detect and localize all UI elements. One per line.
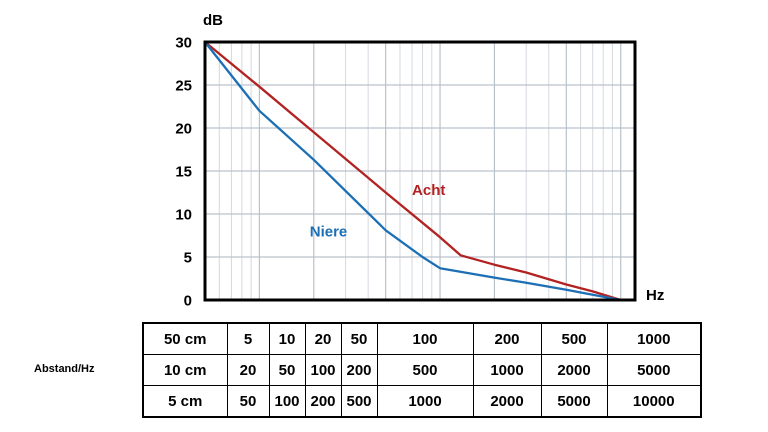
y-tick-label: 20 xyxy=(175,121,192,138)
plot-border xyxy=(203,40,637,302)
proximity-effect-chart: 0 5 10 15 20 25 30 Acht Niere xyxy=(175,35,637,310)
table-row: 5 cm 50 100 200 500 1000 2000 5000 10000 xyxy=(142,385,702,418)
y-tick-label: 0 xyxy=(184,293,192,310)
frequency-cell: 200 xyxy=(304,385,342,418)
series-label-niere: Niere xyxy=(310,223,348,240)
y-tick-label: 5 xyxy=(184,250,192,267)
frequency-cell: 5000 xyxy=(540,385,608,418)
frequency-cell: 200 xyxy=(472,322,542,355)
series-niere xyxy=(203,40,622,302)
frequency-cell: 2000 xyxy=(472,385,542,418)
frequency-cell: 1000 xyxy=(472,354,542,386)
series-acht xyxy=(203,40,622,302)
distance-label: 50 cm xyxy=(142,322,228,355)
frequency-cell: 5 xyxy=(226,322,270,355)
table-side-label: Abstand/Hz xyxy=(34,363,95,375)
y-tick-label: 25 xyxy=(175,78,192,95)
y-tick-label: 15 xyxy=(175,164,192,181)
frequency-cell: 100 xyxy=(376,322,474,355)
frequency-cell: 200 xyxy=(340,354,378,386)
frequency-cell: 1000 xyxy=(606,322,702,355)
y-tick-label: 30 xyxy=(175,35,192,52)
frequency-table: 50 cm 5 10 20 50 100 200 500 1000 10 cm 20 50 100 200… xyxy=(142,322,702,418)
frequency-cell: 20 xyxy=(226,354,270,386)
frequency-cell: 50 xyxy=(226,385,270,418)
frequency-cell: 1000 xyxy=(376,385,474,418)
frequency-cell: 10000 xyxy=(606,385,702,418)
series-label-acht: Acht xyxy=(412,182,445,199)
y-axis-unit-label: dB xyxy=(203,12,223,29)
frequency-cell: 2000 xyxy=(540,354,608,386)
frequency-cell: 5000 xyxy=(606,354,702,386)
table-row: 50 cm 5 10 20 50 100 200 500 1000 xyxy=(142,322,702,355)
distance-label: 10 cm xyxy=(142,354,228,386)
frequency-cell: 20 xyxy=(304,322,342,355)
frequency-cell: 500 xyxy=(376,354,474,386)
frequency-cell: 10 xyxy=(268,322,306,355)
y-tick-label: 10 xyxy=(175,207,192,224)
table-row: 10 cm 20 50 100 200 500 1000 2000 5000 xyxy=(142,354,702,386)
frequency-cell: 100 xyxy=(304,354,342,386)
frequency-cell: 50 xyxy=(340,322,378,355)
x-axis-unit-label: Hz xyxy=(646,287,665,304)
frequency-table-body: 50 cm 5 10 20 50 100 200 500 1000 10 cm 20 50 100 200… xyxy=(142,322,702,418)
frequency-cell: 50 xyxy=(268,354,306,386)
frequency-cell: 500 xyxy=(540,322,608,355)
frequency-cell: 100 xyxy=(268,385,306,418)
frequency-cell: 500 xyxy=(340,385,378,418)
distance-label: 5 cm xyxy=(142,385,228,418)
